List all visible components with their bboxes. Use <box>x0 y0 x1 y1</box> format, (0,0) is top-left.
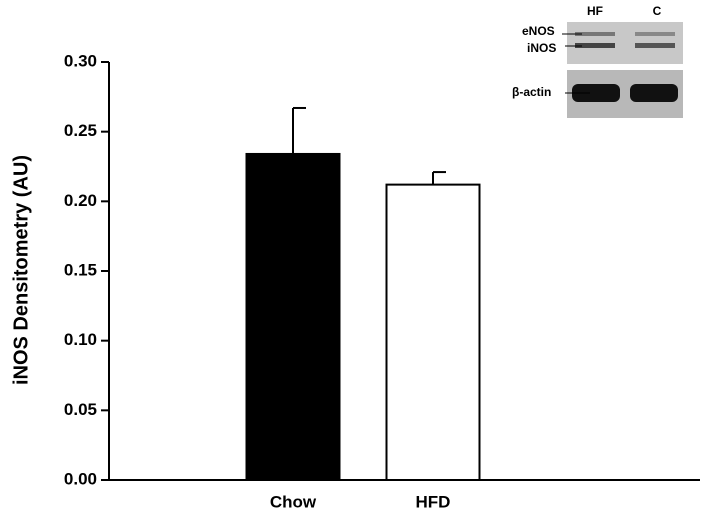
western-blot-inset: HF C eNOS iNOS β-actin <box>512 4 683 118</box>
y-tick-label: 0.30 <box>64 51 97 70</box>
bar <box>385 183 481 481</box>
blot-band-label: β-actin <box>512 85 551 99</box>
y-axis-label: iNOS Densitometry (AU) <box>10 155 32 385</box>
y-tick-label: 0.10 <box>64 330 97 349</box>
y-tick-label: 0.20 <box>64 191 97 210</box>
blot-lane-label: C <box>653 4 662 18</box>
x-tick-label: Chow <box>270 492 317 511</box>
blot-band-label: eNOS <box>522 24 555 38</box>
blot-band <box>575 43 615 48</box>
y-tick-label: 0.00 <box>64 469 97 488</box>
x-tick-label: HFD <box>416 492 451 511</box>
blot-band <box>575 32 615 36</box>
y-tick-label: 0.25 <box>64 121 97 140</box>
y-tick-label: 0.15 <box>64 260 97 279</box>
y-tick-label: 0.05 <box>64 400 97 419</box>
blot-band <box>635 43 675 48</box>
blot-band <box>630 84 678 102</box>
bar <box>245 152 341 482</box>
blot-band <box>635 32 675 36</box>
blot-band-label: iNOS <box>527 41 556 55</box>
blot-band <box>572 84 620 102</box>
blot-lane-label: HF <box>587 4 603 18</box>
